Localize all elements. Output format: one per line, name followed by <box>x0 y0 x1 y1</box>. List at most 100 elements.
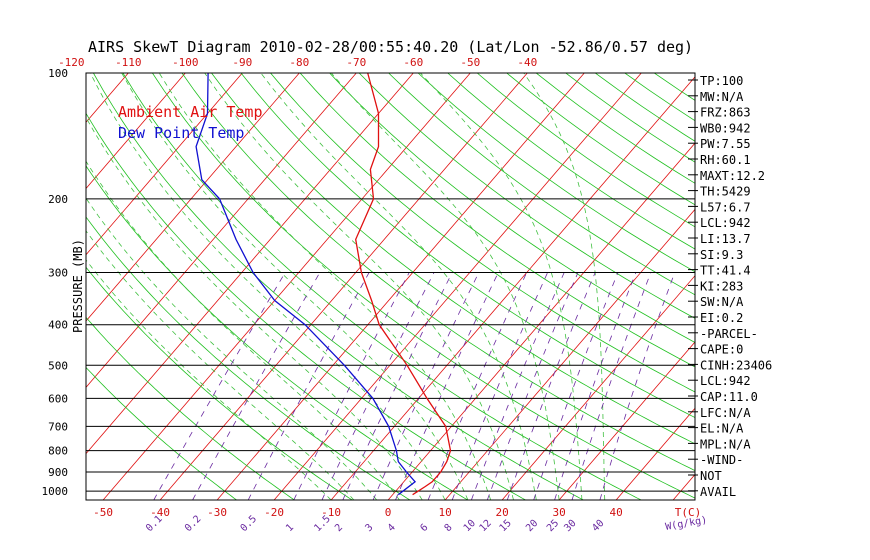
mixing-ratio-tick-label: 12 <box>478 518 494 534</box>
moist-adiabat-line <box>86 116 423 500</box>
grid-layer <box>0 73 870 500</box>
isotherm-line <box>86 73 129 123</box>
top-temperature-tick-label: -60 <box>403 56 423 69</box>
index-item: MW:N/A <box>700 90 744 104</box>
isotherm-line <box>501 275 695 500</box>
mixing-ratio-axis-label: W(g/kg) <box>665 515 708 533</box>
isotherm-line <box>273 73 642 500</box>
moist-adiabat-line <box>86 259 332 500</box>
temperature-tick-label: 10 <box>438 506 451 519</box>
index-item: AVAIL <box>700 485 736 499</box>
index-item: LI:13.7 <box>700 232 751 246</box>
isotherm-line <box>86 73 300 322</box>
pressure-tick-label: 100 <box>48 67 68 80</box>
series-layer <box>195 73 452 496</box>
mixing-ratio-tick-label: 1 <box>284 522 296 534</box>
dry-adiabat-line <box>181 73 695 472</box>
dry-adiabat-line <box>417 73 695 273</box>
isotherm-line <box>558 341 695 500</box>
mixing-ratio-line <box>451 272 548 500</box>
index-item: TT:41.4 <box>700 264 751 278</box>
temperature-tick-label: -10 <box>321 506 341 519</box>
dry-adiabat-line <box>476 73 695 228</box>
isotherm-line <box>86 73 414 455</box>
temperature-tick-label: 20 <box>495 506 508 519</box>
isotherm-line <box>0 73 14 500</box>
index-item: L57:6.7 <box>700 200 751 214</box>
moist-adiabat-line <box>420 73 583 500</box>
temperature-tick-label: 0 <box>385 506 392 519</box>
dry-adiabat-line <box>211 73 695 445</box>
top-temperature-tick-label: -70 <box>346 56 366 69</box>
index-item: NOT <box>700 469 722 483</box>
dry-adiabat-line <box>122 73 642 500</box>
index-item: PW:7.55 <box>700 137 751 151</box>
chart-title: AIRS SkewT Diagram 2010-02-28/00:55:40.2… <box>88 38 693 56</box>
mixing-ratio-line <box>342 272 453 500</box>
temperature-tick-label: -40 <box>150 506 170 519</box>
dry-adiabat-line <box>86 266 353 500</box>
dry-adiabat-line <box>329 73 695 343</box>
mixing-ratio-line <box>247 272 370 500</box>
mixing-ratio-line <box>153 272 286 500</box>
mixing-ratio-tick-label: 3 <box>363 522 375 534</box>
dry-adiabat-line <box>358 73 695 319</box>
moist-adiabat-line <box>260 73 537 500</box>
mixing-ratio-line <box>395 272 499 500</box>
temperature-tick-label: -30 <box>207 506 227 519</box>
isotherm-line <box>102 73 471 500</box>
dew-point-temp-line <box>195 73 417 496</box>
y-axis-label: PRESSURE (MB) <box>71 239 85 333</box>
mixing-ratio-line <box>554 272 637 500</box>
top-temperature-tick-label: -50 <box>460 56 480 69</box>
index-item: WB0:942 <box>700 121 751 135</box>
index-item: FRZ:863 <box>700 106 751 120</box>
mixing-ratio-line <box>372 272 480 500</box>
top-temperature-tick-label: -110 <box>115 56 142 69</box>
dry-adiabat-line <box>240 73 695 419</box>
dry-adiabat-line <box>388 73 695 296</box>
mixing-ratio-tick-label: 4 <box>386 522 398 534</box>
legend-ambient-air-temp: Ambient Air Temp <box>118 103 263 121</box>
pressure-tick-label: 400 <box>48 319 68 332</box>
index-item: CINH:23406 <box>700 358 772 372</box>
mixing-ratio-line <box>321 272 435 500</box>
isotherm-line <box>86 73 186 190</box>
top-temperature-tick-label: -80 <box>289 56 309 69</box>
mixing-ratio-line <box>293 272 410 500</box>
dry-adiabat-line <box>152 73 695 499</box>
index-item: TH:5429 <box>700 185 751 199</box>
pressure-tick-label: 900 <box>48 466 68 479</box>
pressure-tick-label: 500 <box>48 359 68 372</box>
isotherm-line <box>86 73 357 388</box>
mixing-ratio-tick-label: 15 <box>498 518 514 534</box>
pressure-tick-label: 1000 <box>42 485 69 498</box>
temperature-tick-label: -50 <box>93 506 113 519</box>
isotherm-line <box>730 73 870 500</box>
pressure-tick-label: 300 <box>48 267 68 280</box>
mixing-ratio-line <box>192 272 321 500</box>
temperature-axis-label: T(C) <box>675 506 702 519</box>
top-temperature-tick-label: -120 <box>58 56 85 69</box>
pressure-tick-label: 700 <box>48 420 68 433</box>
top-temperature-tick-label: -90 <box>232 56 252 69</box>
index-item: LCL:942 <box>700 216 751 230</box>
dry-adiabat-line <box>86 366 237 500</box>
dry-adiabat-line <box>86 216 411 500</box>
mixing-ratio-tick-label: 0.5 <box>239 514 260 535</box>
mixing-ratio-line <box>533 272 619 500</box>
pressure-tick-label: 200 <box>48 193 68 206</box>
mixing-ratio-line <box>427 272 528 500</box>
moist-adiabat-line <box>158 73 492 500</box>
moist-adiabat-line <box>86 197 378 500</box>
ambient-air-temp-line <box>355 73 452 496</box>
pressure-tick-label: 600 <box>48 392 68 405</box>
mixing-ratio-line <box>486 272 579 500</box>
isotherm-line <box>216 73 585 500</box>
moist-adiabat-line <box>121 73 469 500</box>
index-item: TP:100 <box>700 74 743 88</box>
index-item: CAP:11.0 <box>700 390 758 404</box>
plot-frame <box>85 72 696 501</box>
